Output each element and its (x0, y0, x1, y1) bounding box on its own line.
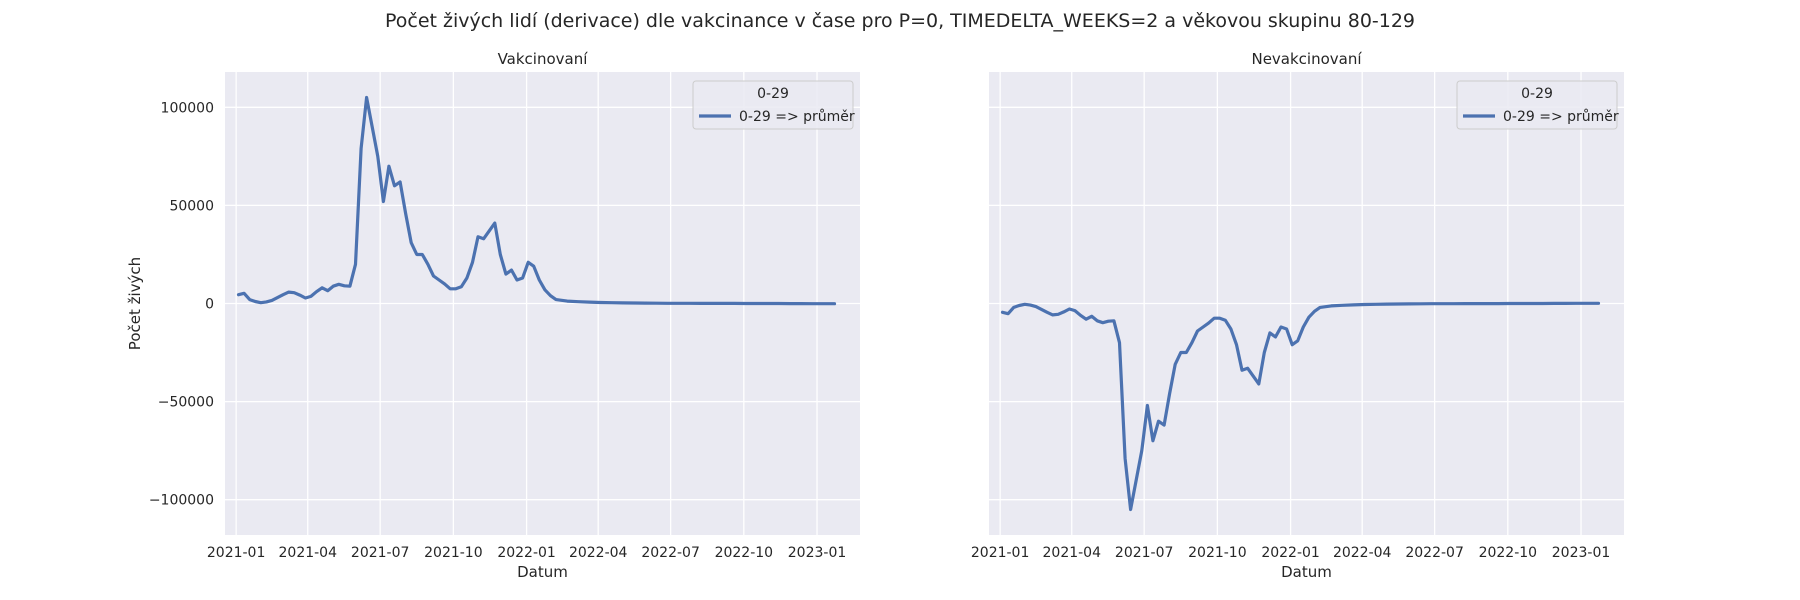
x-tick-label: 2022-10 (715, 545, 774, 561)
x-tick-label: 2021-07 (1115, 545, 1174, 561)
x-tick-label: 2023-01 (1552, 545, 1611, 561)
y-tick-label: −100000 (149, 493, 214, 509)
y-tick-label: 50000 (169, 198, 214, 214)
series-line (236, 95, 837, 306)
x-tick-label: 2021-04 (279, 545, 338, 561)
series-lines-nevakcinovani (1000, 301, 1601, 512)
x-tick-label: 2023-01 (788, 545, 847, 561)
x-tick-label: 2022-04 (1333, 545, 1392, 561)
x-tick-label: 2022-07 (641, 545, 700, 561)
x-tick-labels-vakcinovani: 2021-01 2021-04 2021-07 2021-10 2022-01 2022-… (207, 545, 846, 561)
y-tick-label: −50000 (158, 395, 214, 411)
panel-title-nevakcinovani: Nevakcinovaní (1251, 50, 1362, 68)
x-tick-label: 2022-01 (497, 545, 556, 561)
y-tick-label: 100000 (161, 100, 214, 116)
x-tick-label: 2022-07 (1405, 545, 1464, 561)
legend-title-nevakcinovani: 0-29 (1521, 86, 1553, 102)
x-tick-label: 2021-01 (971, 545, 1030, 561)
figure-suptitle: Počet živých lidí (derivace) dle vakcina… (385, 10, 1415, 32)
legend-title-vakcinovani: 0-29 (757, 86, 789, 102)
legend-entry-nevakcinovani: 0-29 => průměr (1503, 109, 1619, 125)
x-tick-label: 2021-10 (424, 545, 483, 561)
y-axis-label-vakcinovani: Počet živých (126, 257, 144, 350)
x-tick-label: 2022-10 (1479, 545, 1538, 561)
x-tick-label: 2021-04 (1043, 545, 1102, 561)
legend-entry-vakcinovani: 0-29 => průměr (739, 109, 855, 125)
legend-nevakcinovani: 0-29 0-29 => průměr (1456, 80, 1619, 130)
y-tick-label: 0 (205, 297, 214, 313)
x-axis-label-vakcinovani: Datum (517, 563, 568, 581)
legend-box-vakcinovani (692, 80, 854, 130)
series-line (1000, 301, 1601, 512)
x-tick-label: 2021-01 (207, 545, 266, 561)
x-tick-label: 2021-07 (351, 545, 410, 561)
x-axis-label-nevakcinovani: Datum (1281, 563, 1332, 581)
panel-title-vakcinovani: Vakcinovaní (498, 50, 589, 68)
x-tick-label: 2022-04 (569, 545, 628, 561)
panel-nevakcinovani: 2021-01 2021-04 2021-07 2021-10 2022-01 2022-… (971, 50, 1624, 581)
legend-vakcinovani: 0-29 0-29 => průměr (692, 80, 855, 130)
x-tick-label: 2021-10 (1188, 545, 1247, 561)
y-tick-labels-vakcinovani: −100000 −50000 0 50000 100000 (149, 100, 214, 508)
legend-box-nevakcinovani (1456, 80, 1618, 130)
series-lines-vakcinovani (236, 95, 837, 306)
panel-vakcinovani: 2021-01 2021-04 2021-07 2021-10 2022-01 2022-… (126, 50, 860, 581)
x-tick-label: 2022-01 (1261, 545, 1320, 561)
x-tick-labels-nevakcinovani: 2021-01 2021-04 2021-07 2021-10 2022-01 2022-… (971, 545, 1610, 561)
